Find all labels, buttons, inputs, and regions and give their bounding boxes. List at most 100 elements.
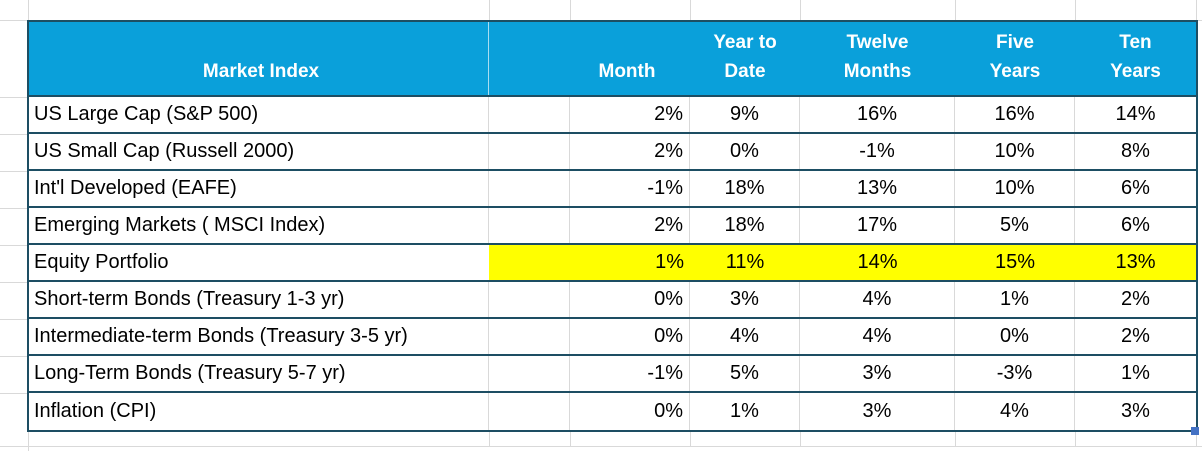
value-cell[interactable]: 11%	[690, 245, 800, 280]
value-cell[interactable]: 10%	[955, 171, 1075, 206]
spacer-cell[interactable]	[489, 245, 570, 280]
value-cell[interactable]: 2%	[570, 208, 690, 243]
value-cell[interactable]: 1%	[690, 393, 800, 430]
value-cell[interactable]: 3%	[800, 393, 955, 430]
sheet-gridline	[1196, 0, 1197, 20]
value-cell[interactable]: 14%	[800, 245, 955, 280]
sheet-gridline	[690, 0, 691, 20]
value-cell[interactable]: 13%	[800, 171, 955, 206]
table-row-equity-portfolio: Equity Portfolio 1% 11% 14% 15% 13%	[29, 245, 1196, 282]
value-cell[interactable]: 8%	[1121, 140, 1150, 162]
sheet-gridline	[0, 282, 27, 283]
sheet-gridline	[0, 446, 1202, 447]
value-cell[interactable]: 4%	[800, 319, 955, 354]
value-cell[interactable]: 5%	[690, 356, 800, 391]
spacer-cell[interactable]	[489, 208, 570, 243]
sheet-gridline	[0, 393, 27, 394]
value-cell[interactable]: 15%	[955, 245, 1075, 280]
sheet-gridline	[0, 356, 27, 357]
value-cell[interactable]: 1%	[955, 282, 1075, 317]
market-returns-table: Market Index Month Year to Date Twelve M…	[27, 20, 1198, 432]
value-cell[interactable]: 3%	[1121, 400, 1150, 422]
value-cell[interactable]: 1%	[1121, 362, 1150, 384]
header-five-years[interactable]: Five Years	[989, 32, 1041, 82]
value-cell[interactable]: 0%	[570, 282, 690, 317]
table-row: Int'l Developed (EAFE) -1% 18% 13% 10% 6…	[29, 171, 1196, 208]
value-cell[interactable]: 2%	[1121, 288, 1150, 310]
value-cell[interactable]: 0%	[570, 319, 690, 354]
sheet-gridline	[0, 319, 27, 320]
table-row: Short-term Bonds (Treasury 1-3 yr) 0% 3%…	[29, 282, 1196, 319]
row-label-cell[interactable]: Short-term Bonds (Treasury 1-3 yr)	[29, 282, 489, 317]
sheet-gridline	[1075, 432, 1076, 446]
spacer-cell[interactable]	[489, 134, 570, 169]
value-cell[interactable]: 16%	[800, 97, 955, 132]
row-label-cell[interactable]: Emerging Markets ( MSCI Index)	[29, 208, 489, 243]
table-row: Intermediate-term Bonds (Treasury 3-5 yr…	[29, 319, 1196, 356]
header-ten-years[interactable]: Ten Years	[1110, 32, 1161, 82]
value-cell[interactable]: 0%	[570, 393, 690, 430]
row-label-cell[interactable]: US Large Cap (S&P 500)	[29, 97, 489, 132]
sheet-gridline	[570, 0, 571, 20]
value-cell[interactable]: 10%	[955, 134, 1075, 169]
sheet-gridline	[955, 0, 956, 20]
value-cell[interactable]: 2%	[570, 97, 690, 132]
value-cell[interactable]: 9%	[690, 97, 800, 132]
row-label-cell[interactable]: Long-Term Bonds (Treasury 5-7 yr)	[29, 356, 489, 391]
value-cell[interactable]: 0%	[955, 319, 1075, 354]
row-label-cell[interactable]: Int'l Developed (EAFE)	[29, 171, 489, 206]
header-month[interactable]: Month	[598, 60, 656, 82]
value-cell[interactable]: 3%	[690, 282, 800, 317]
row-label-cell[interactable]: Inflation (CPI)	[29, 393, 489, 430]
value-cell[interactable]: 6%	[1121, 214, 1150, 236]
sheet-gridline	[800, 432, 801, 446]
value-cell[interactable]: -1%	[570, 171, 690, 206]
fill-handle[interactable]	[1191, 427, 1199, 435]
value-cell[interactable]: 0%	[690, 134, 800, 169]
table-row: Inflation (CPI) 0% 1% 3% 4% 3%	[29, 393, 1196, 430]
sheet-gridline	[489, 432, 490, 446]
sheet-gridline	[570, 432, 571, 446]
value-cell[interactable]: 2%	[570, 134, 690, 169]
sheet-gridline	[800, 0, 801, 20]
sheet-gridline	[0, 171, 27, 172]
value-cell[interactable]: 17%	[800, 208, 955, 243]
value-cell[interactable]: 4%	[955, 393, 1075, 430]
value-cell[interactable]: 18%	[690, 171, 800, 206]
sheet-gridline	[1196, 432, 1197, 446]
value-cell[interactable]: 13%	[1075, 245, 1196, 280]
value-cell[interactable]: 16%	[955, 97, 1075, 132]
value-cell[interactable]: 4%	[800, 282, 955, 317]
header-year-to-date[interactable]: Year to Date	[713, 32, 777, 82]
value-cell[interactable]: -1%	[800, 134, 955, 169]
value-cell[interactable]: -1%	[570, 356, 690, 391]
table-row: Long-Term Bonds (Treasury 5-7 yr) -1% 5%…	[29, 356, 1196, 393]
row-label-cell[interactable]: US Small Cap (Russell 2000)	[29, 134, 489, 169]
sheet-gridline	[0, 245, 27, 246]
value-cell[interactable]: -3%	[955, 356, 1075, 391]
value-cell[interactable]: 1%	[570, 245, 690, 280]
table-row: US Small Cap (Russell 2000) 2% 0% -1% 10…	[29, 134, 1196, 171]
spacer-cell[interactable]	[489, 356, 570, 391]
spacer-cell[interactable]	[489, 319, 570, 354]
value-cell[interactable]: 6%	[1121, 177, 1150, 199]
spacer-cell[interactable]	[489, 97, 570, 132]
header-market-index[interactable]: Market Index	[29, 22, 489, 95]
row-label-cell[interactable]: Intermediate-term Bonds (Treasury 3-5 yr…	[29, 319, 489, 354]
value-cell[interactable]: 18%	[690, 208, 800, 243]
sheet-gridline	[1075, 0, 1076, 20]
value-cell[interactable]: 2%	[1121, 325, 1150, 347]
table-row: Emerging Markets ( MSCI Index) 2% 18% 17…	[29, 208, 1196, 245]
row-label-cell[interactable]: Equity Portfolio	[34, 251, 169, 273]
spacer-cell[interactable]	[489, 282, 570, 317]
value-cell[interactable]: 5%	[955, 208, 1075, 243]
header-row: Market Index Month Year to Date Twelve M…	[29, 22, 1196, 97]
value-cell[interactable]: 3%	[800, 356, 955, 391]
spacer-cell[interactable]	[489, 171, 570, 206]
value-cell[interactable]: 4%	[690, 319, 800, 354]
header-spacer[interactable]	[489, 22, 570, 95]
value-cell[interactable]: 14%	[1115, 103, 1156, 125]
spacer-cell[interactable]	[489, 393, 570, 430]
header-twelve-months[interactable]: Twelve Months	[843, 32, 912, 82]
